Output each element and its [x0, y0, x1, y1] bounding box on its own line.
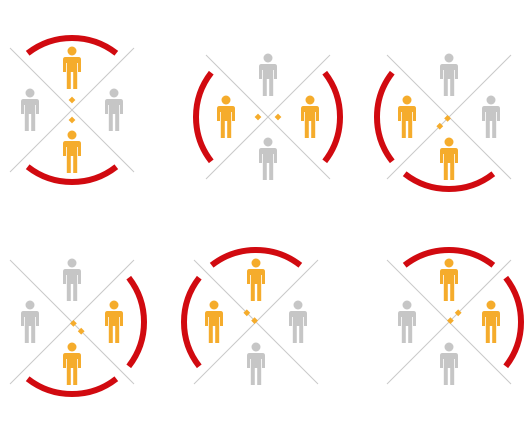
person-icon-right — [482, 300, 500, 343]
pairing-diagram-4 — [9, 258, 148, 398]
person-icon-bottom — [259, 137, 277, 180]
person-icon-right — [289, 300, 307, 343]
person-icon-bottom — [440, 137, 458, 180]
red-arc-left — [180, 275, 202, 369]
diamond-dot-icon — [254, 113, 262, 121]
red-arc-top — [209, 246, 303, 268]
red-arc-bottom — [25, 164, 119, 186]
person-icon-left — [398, 300, 416, 343]
person-icon-right — [105, 300, 123, 343]
person-icon-bottom — [247, 342, 265, 385]
diamond-dot-icon — [251, 317, 258, 324]
red-arc-right — [126, 275, 148, 369]
pairing-diagram-3 — [373, 53, 512, 193]
person-icon-bottom — [440, 342, 458, 385]
diamond-dot-icon — [77, 327, 85, 335]
person-icon-left — [21, 88, 39, 131]
diamond-dot-icon — [70, 320, 77, 327]
person-icon-right — [482, 95, 500, 138]
red-arc-left — [192, 70, 214, 164]
person-icon-bottom — [63, 342, 81, 385]
diamond-dot-icon — [68, 96, 76, 104]
diamond-dot-icon — [274, 113, 282, 121]
diamond-dot-icon — [444, 115, 451, 122]
person-icon-top — [247, 258, 265, 301]
person-icon-top — [63, 46, 81, 89]
pairing-diagram-1 — [9, 34, 135, 186]
diamond-dot-icon — [447, 317, 454, 324]
person-icon-right — [301, 95, 319, 138]
person-icon-left — [21, 300, 39, 343]
diamond-dot-icon — [436, 122, 444, 130]
divider-line — [205, 54, 331, 180]
red-arc-top — [402, 246, 496, 268]
diamond-dot-icon — [68, 116, 76, 124]
diamond-dot-icon — [243, 309, 251, 317]
person-icon-right — [105, 88, 123, 131]
red-arc-left — [373, 70, 395, 164]
red-arc-top — [25, 34, 119, 56]
pairing-diagram-2 — [192, 53, 344, 180]
red-arc-bottom — [25, 376, 119, 398]
person-icon-top — [440, 53, 458, 96]
person-icon-left — [205, 300, 223, 343]
person-icon-bottom — [63, 130, 81, 173]
person-icon-top — [440, 258, 458, 301]
red-arc-bottom — [402, 171, 496, 193]
person-icon-left — [217, 95, 235, 138]
person-icon-left — [398, 95, 416, 138]
diamond-dot-icon — [454, 309, 462, 317]
person-icon-top — [63, 258, 81, 301]
pairing-diagram-6 — [386, 246, 525, 385]
pairing-diagram-5 — [180, 246, 319, 385]
red-arc-right — [322, 70, 344, 164]
divider-line — [9, 47, 135, 173]
red-arc-right — [503, 275, 525, 369]
person-icon-top — [259, 53, 277, 96]
